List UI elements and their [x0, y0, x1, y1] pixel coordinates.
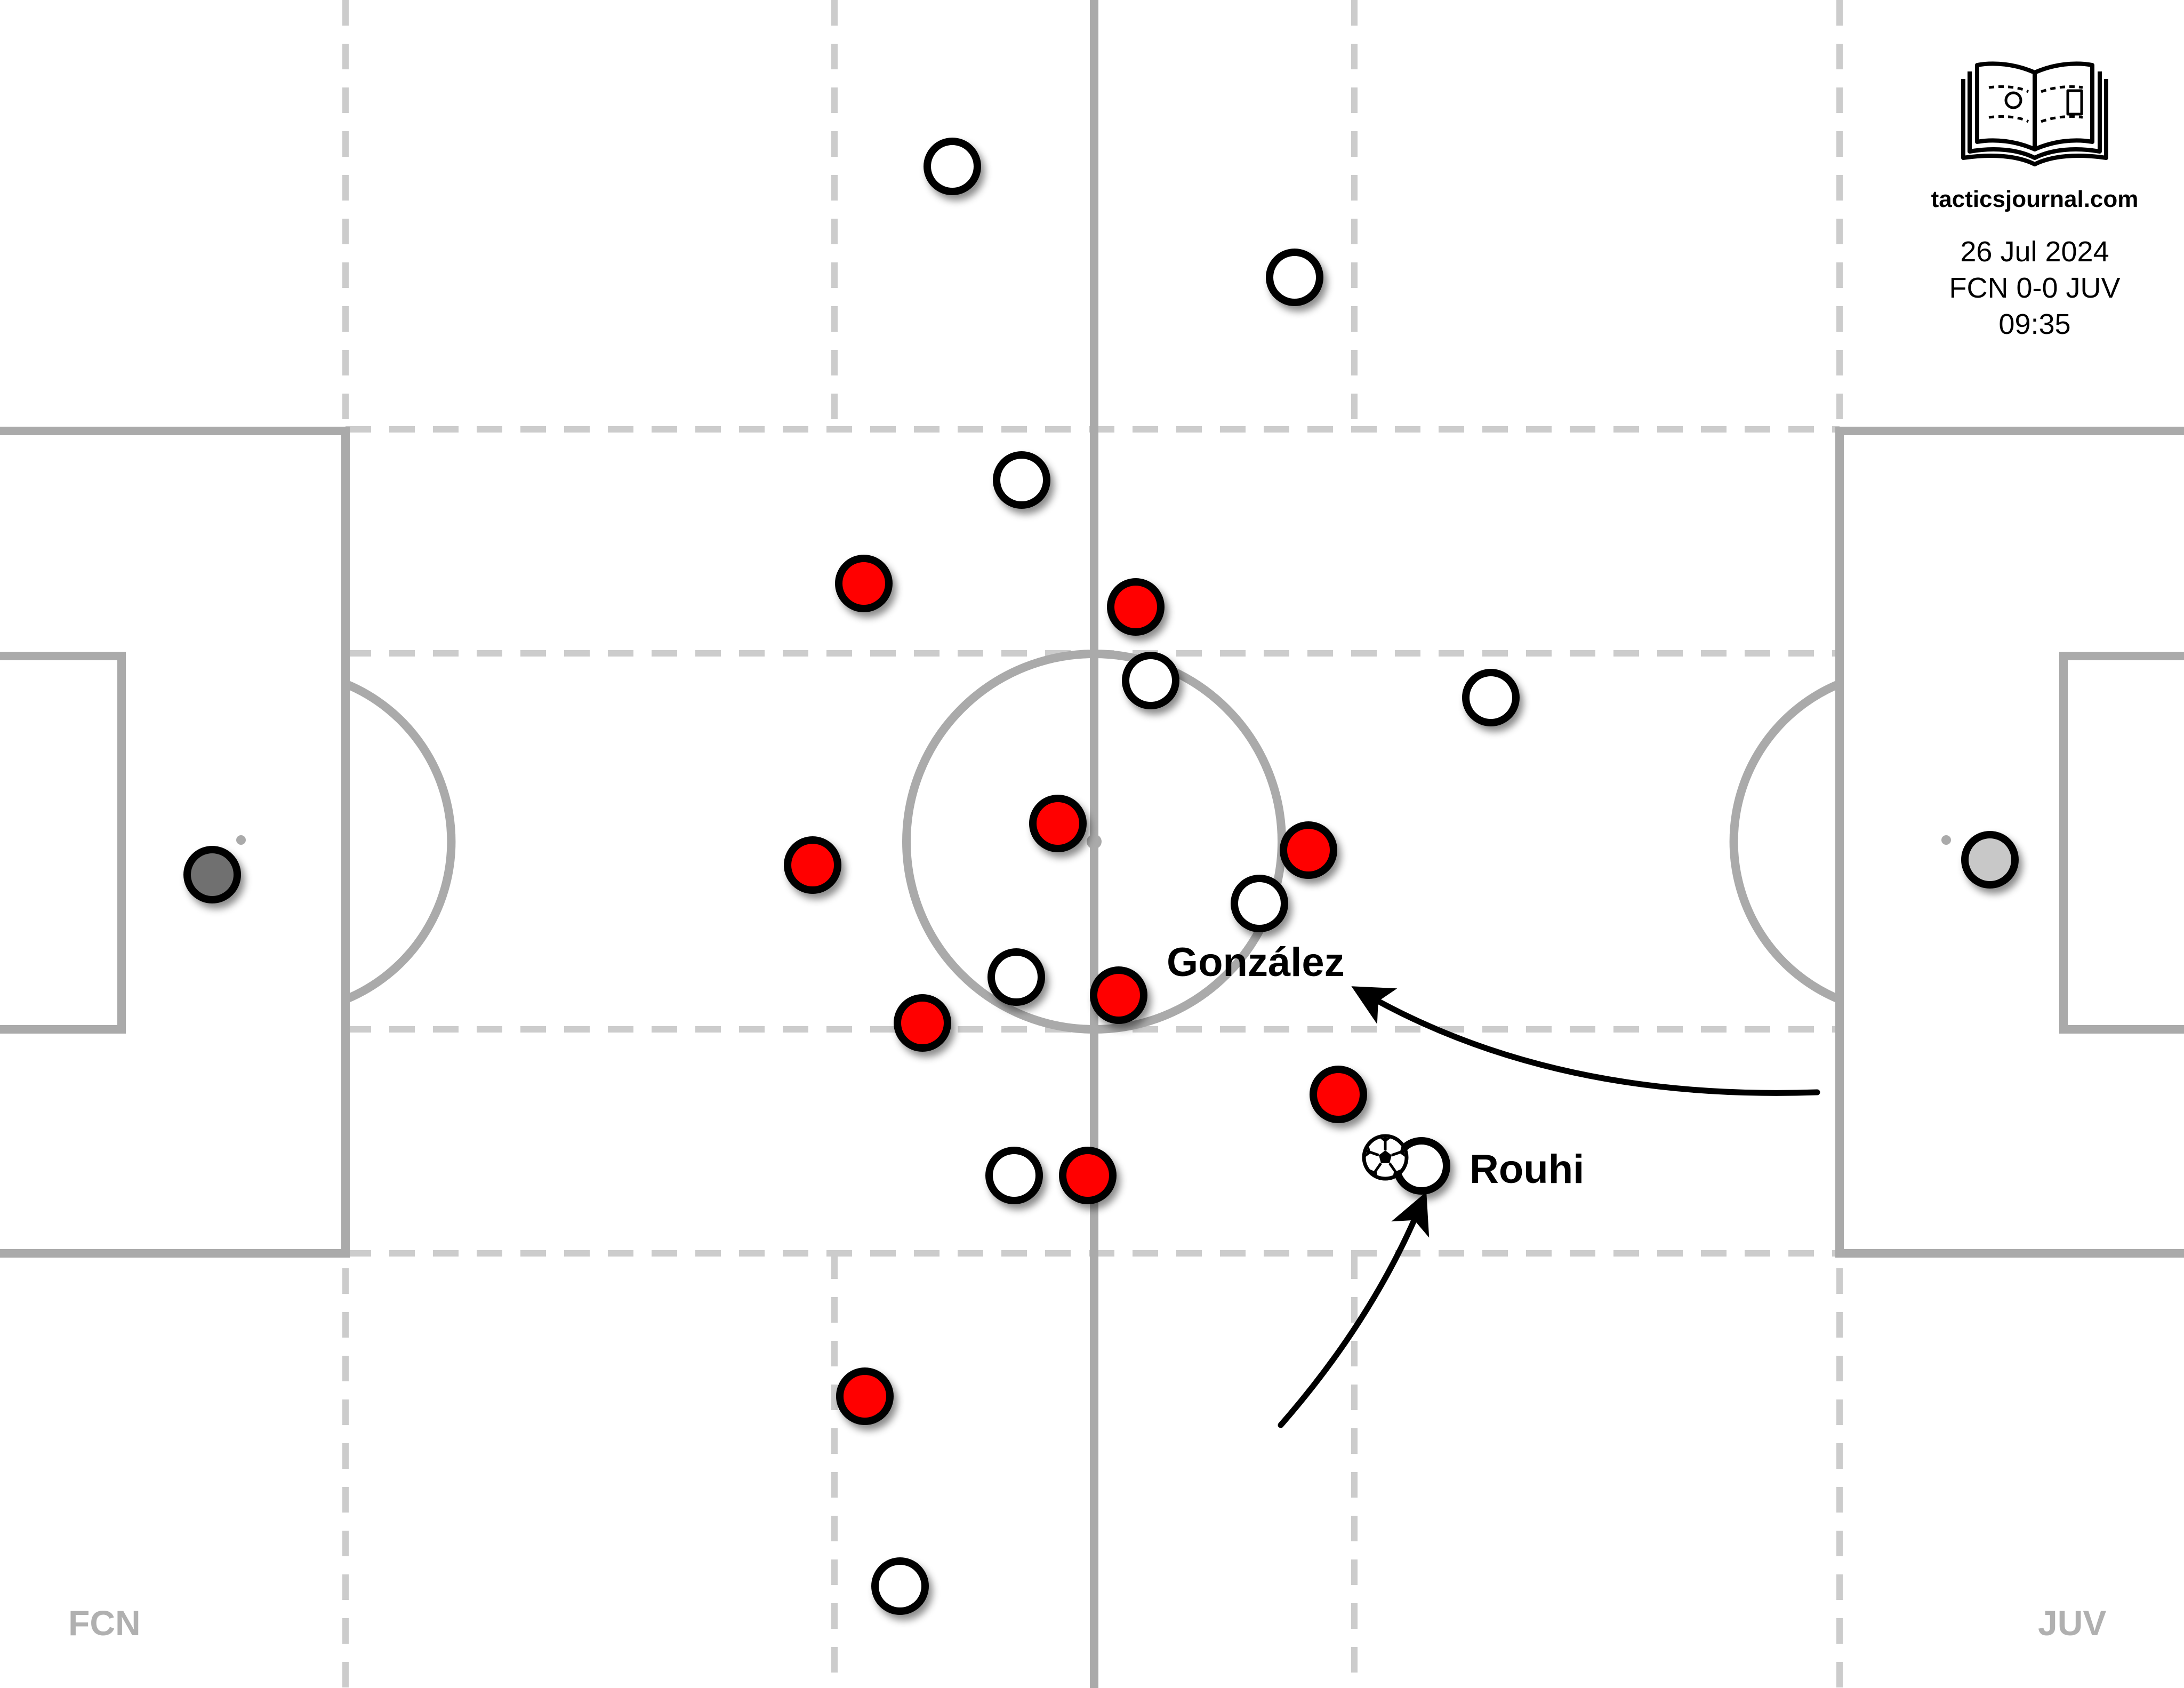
away-player [1231, 875, 1288, 932]
home-player [1310, 1066, 1367, 1123]
team-label-right: JUV [2038, 1603, 2106, 1643]
left-goal-area [0, 652, 126, 1034]
site-url[interactable]: tacticsjournal.com [1931, 186, 2139, 212]
away-goalkeeper [1961, 831, 2019, 889]
players [183, 138, 2019, 1615]
left-penalty-area [0, 427, 350, 1258]
home-player-gonzalez [1090, 966, 1147, 1024]
movement-arrow-icon [1351, 986, 1820, 1096]
player-label-gonzalez: González [1167, 940, 1345, 985]
right-goal-area [2059, 652, 2184, 1034]
away-player [871, 1557, 929, 1615]
home-player [1280, 821, 1337, 879]
home-player [836, 1367, 894, 1425]
home-player [1107, 578, 1165, 636]
home-player [784, 836, 841, 894]
away-player [993, 451, 1050, 509]
player-label-rouhi: Rouhi [1470, 1147, 1584, 1192]
away-player [1462, 669, 1520, 726]
centre-spot [1087, 834, 1102, 849]
match-date: 26 Jul 2024 [1960, 236, 2109, 268]
left-penalty-spot [236, 835, 246, 845]
team-label-left: FCN [68, 1603, 141, 1643]
right-penalty-spot [1941, 835, 1951, 845]
away-player [1266, 249, 1323, 306]
away-player [1122, 652, 1179, 709]
home-player [835, 555, 893, 612]
away-player [987, 948, 1045, 1006]
right-penalty-arc [1729, 679, 1842, 1004]
right-penalty-area [1835, 427, 2184, 1258]
home-player [1059, 1147, 1117, 1204]
movement-arrows [1278, 986, 1820, 1428]
left-penalty-arc [343, 679, 456, 1004]
away-player [924, 138, 981, 195]
away-player [985, 1147, 1043, 1204]
home-goalkeeper [183, 846, 241, 903]
home-player [1029, 795, 1087, 852]
movement-arrow-icon [1278, 1191, 1430, 1428]
book-pitch-icon [1961, 61, 2108, 166]
home-player [894, 994, 951, 1052]
match-time: 09:35 [1998, 308, 2070, 340]
match-score: FCN 0-0 JUV [1949, 272, 2120, 304]
soccer-ball-icon [1362, 1134, 1409, 1181]
